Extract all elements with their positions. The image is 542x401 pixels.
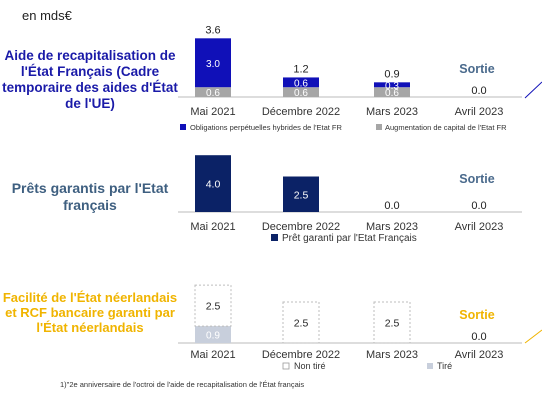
category-label: Avril 2023: [455, 221, 504, 233]
unit-label: en mds€: [22, 8, 72, 23]
category-label: Décembre 2022: [262, 349, 340, 361]
bar-label: 0.3: [385, 81, 399, 92]
bar-non-tire: [373, 301, 411, 344]
bar-label: 4.0: [206, 179, 221, 191]
legend-label-augmentation: Augmentation de capital de l'Etat FR: [385, 123, 507, 132]
total-label: 0.0: [471, 85, 486, 97]
legend-label-non-tire: Non tiré: [294, 361, 326, 371]
arrow-line: [524, 329, 542, 344]
category-label: Decembre 2022: [262, 221, 340, 233]
category-label: Mai 2021: [190, 106, 235, 118]
bar-label: 2.5: [294, 189, 309, 201]
bar-pret-garanti: [283, 176, 319, 212]
section-title-pret-garanti: Prêts garantis par l'Etat français: [11, 180, 169, 213]
total-label: 1.2: [293, 63, 308, 75]
legend-label-pret: Prêt garanti par l'Etat Français: [282, 233, 417, 244]
legend-swatch-obligations: [180, 124, 186, 130]
exit-annotation: Sortie: [459, 172, 494, 186]
bar-augmentation-capital: [374, 87, 410, 97]
category-label: Mars 2023: [366, 221, 418, 233]
exit-annotation: Sortie: [459, 62, 494, 76]
bar-label: 0.6: [385, 88, 399, 99]
legend-label-obligations: Obligations perpétuelles hybrides de l'E…: [190, 123, 343, 132]
section-title-recapitalisation: Aide de recapitalisation de l'État Franç…: [2, 48, 178, 111]
bar-label: 0.6: [206, 88, 220, 99]
legend-swatch-augmentation: [376, 124, 382, 130]
legend-swatch-tire: [427, 363, 433, 369]
arrow-line: [524, 81, 542, 99]
legend-swatch-pret: [271, 234, 278, 241]
bar-label: 0.6: [294, 78, 308, 89]
category-label: Mai 2021: [190, 349, 235, 361]
category-label: Avril 2023: [455, 106, 504, 118]
footnote: 1)"2e anniversaire de l'octroi de l'aide…: [60, 380, 305, 389]
bar-label: 0.6: [294, 88, 308, 99]
total-label: 3.6: [205, 24, 220, 36]
bar-augmentation-capital: [195, 87, 231, 97]
bar-tire: [195, 326, 231, 343]
bar-label: 2.5: [385, 318, 400, 330]
category-label: Avril 2023: [455, 349, 504, 361]
bar-label: 3.0: [206, 59, 220, 70]
bar-label: 0.9: [206, 331, 220, 342]
bar-non-tire: [282, 301, 320, 344]
total-label: 0.9: [384, 68, 399, 80]
bar-pret-garanti: [195, 155, 231, 212]
category-label: Décembre 2022: [262, 106, 340, 118]
bar-label: 2.5: [206, 301, 221, 313]
exit-annotation: Sortie: [459, 308, 494, 322]
category-label: Mars 2023: [366, 349, 418, 361]
bar-label: 2.5: [294, 318, 309, 330]
bar-obligations-hybrides: [374, 82, 410, 88]
legend-swatch-non-tire: [282, 362, 290, 370]
bar-obligations-hybrides: [283, 77, 319, 88]
section-title-facilite-neerlandaise: Facilité de l'État néerlandais et RCF ba…: [2, 290, 178, 335]
total-label: 0.0: [471, 331, 486, 343]
category-label: Mars 2023: [366, 106, 418, 118]
bar-non-tire: [194, 284, 232, 327]
category-label: Mai 2021: [190, 221, 235, 233]
bar-augmentation-capital: [283, 87, 319, 97]
legend-label-tire: Tiré: [437, 361, 452, 371]
bar-label: 0.0: [471, 200, 486, 212]
bar-label: 0.0: [384, 200, 399, 212]
bar-obligations-hybrides: [195, 38, 231, 88]
